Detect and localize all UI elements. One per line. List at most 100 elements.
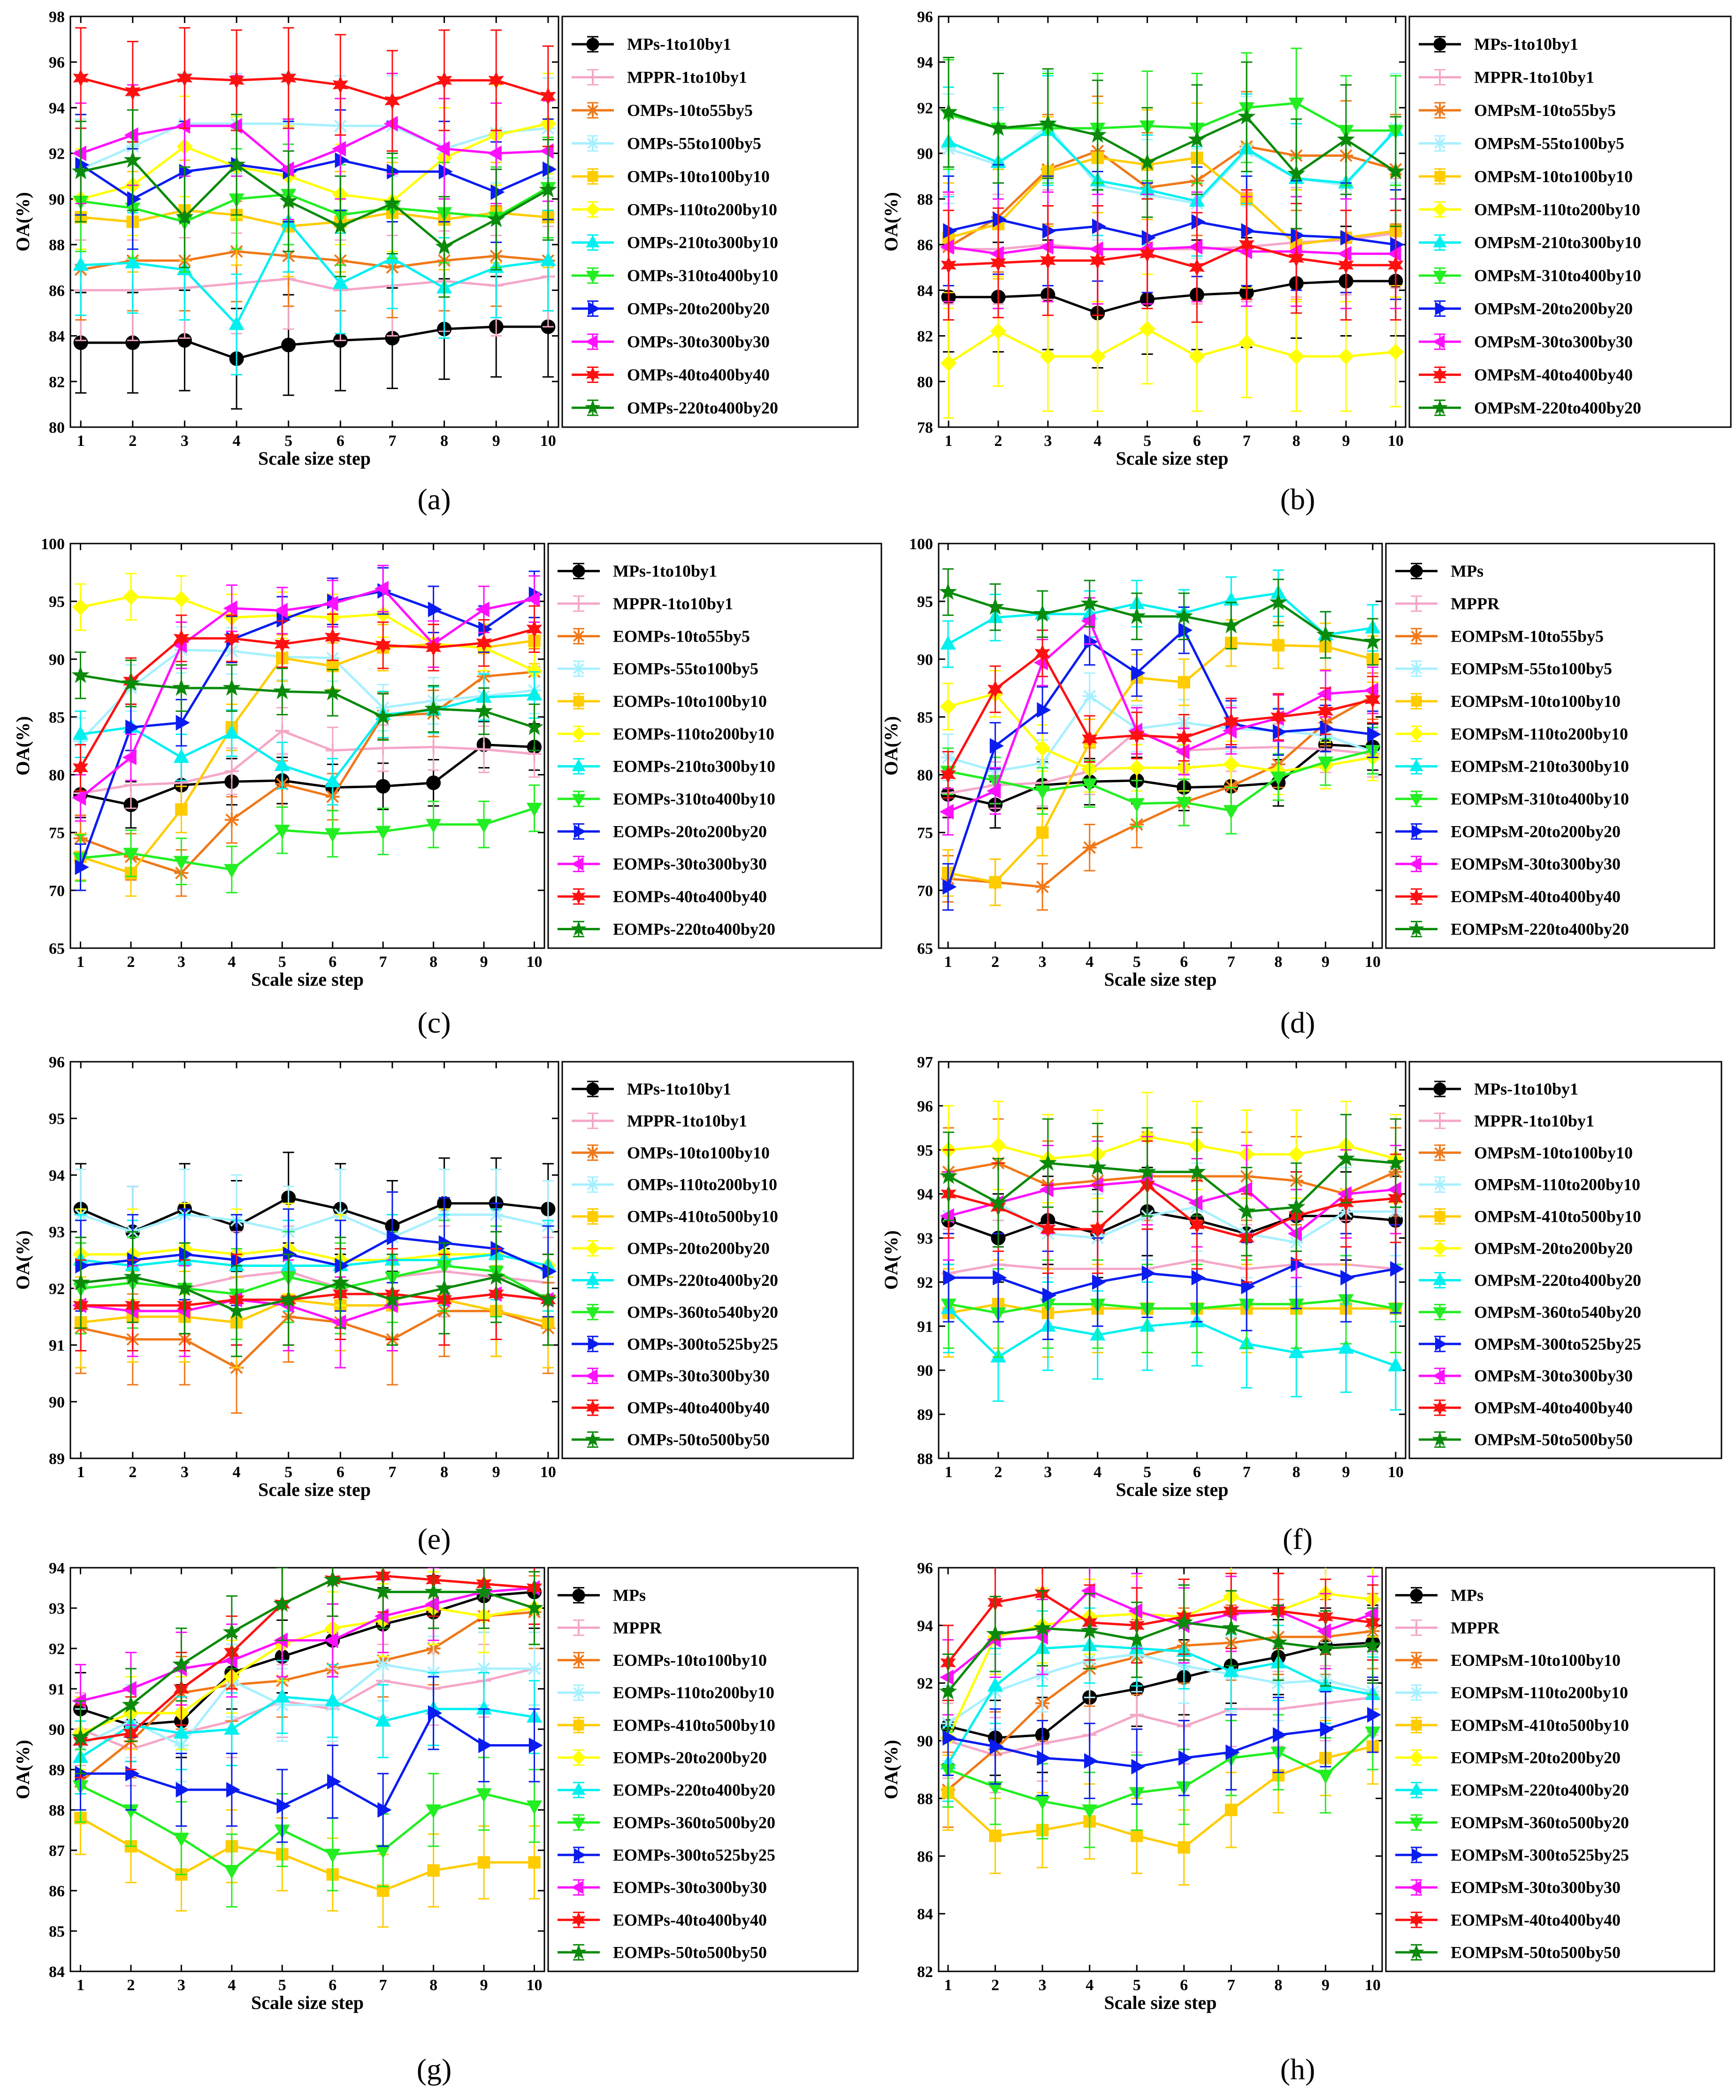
data-point — [1288, 98, 1304, 112]
series-eomps-410to500by10 — [74, 1781, 541, 1928]
series-line — [80, 123, 549, 170]
legend-swatch-marker — [1408, 920, 1424, 936]
legend-swatch-marker — [588, 1337, 601, 1351]
data-point — [990, 1137, 1007, 1154]
x-axis-label: Scale size step — [1116, 448, 1229, 469]
series-line — [948, 1308, 1396, 1367]
legend-box — [1385, 543, 1715, 949]
data-point — [273, 603, 288, 619]
legend-label: OMPsM-10to100by10 — [1474, 1143, 1633, 1162]
data-point — [1338, 348, 1354, 365]
legend-entry-mppr-1to10by1: MPPR-1to10by1 — [572, 1111, 747, 1130]
data-point — [179, 163, 193, 180]
legend-entry-eompsm-50to500by50: EOMPsM-50to500by50 — [1395, 1943, 1621, 1962]
data-point — [1223, 713, 1239, 731]
data-point — [375, 1712, 391, 1727]
data-point — [1338, 1339, 1354, 1354]
data-point — [528, 1737, 543, 1754]
data-point — [1081, 1583, 1095, 1599]
series-ompsm-50to500by50 — [939, 1114, 1405, 1257]
legend-label: OMPs-40to400by40 — [627, 1398, 770, 1417]
chart-panel-a: 80 82 84 86 88 90 92 94 96 98 1 2 3 4 5 6 7 8 9 10 Scale siz… — [12, 8, 859, 516]
data-point — [176, 118, 191, 134]
legend: MPs-1to10by1 MPPR-1to10by1 OMPsM-10to100by… — [1408, 1061, 1722, 1459]
data-point — [224, 864, 240, 878]
legend-entry-ompsm-30to300by30: OMPsM-30to300by30 — [1419, 1366, 1633, 1385]
data-point — [989, 1193, 1008, 1211]
plot-frame — [69, 1061, 559, 1459]
legend-label: OMPsM-40to400by40 — [1474, 1398, 1633, 1417]
legend-label: OMPsM-20to200by20 — [1474, 1239, 1633, 1258]
y-tick-label: 82 — [917, 328, 933, 345]
legend-swatch-marker — [587, 1146, 599, 1159]
data-point — [1291, 228, 1305, 244]
legend-swatch-marker — [571, 1750, 586, 1765]
data-point — [1388, 256, 1404, 275]
y-tick-label: 96 — [49, 1054, 65, 1071]
series-line — [80, 674, 535, 728]
legend-label: EOMPs-30to300by30 — [613, 1878, 767, 1897]
data-point — [526, 620, 543, 638]
data-point — [1223, 756, 1239, 773]
x-tick-label: 5 — [284, 1464, 292, 1481]
data-point — [122, 1695, 140, 1713]
data-point — [526, 1800, 543, 1815]
legend-label: OMPsM-30to300by30 — [1474, 332, 1633, 351]
legend-entry-ompsm-55to100by5: OMPsM-55to100by5 — [1419, 134, 1624, 153]
chart-panel-h: 82 84 86 88 90 92 94 96 1 2 3 4 5 6 7 8 9 10 Scale size st… — [880, 1560, 1715, 2086]
x-tick-label: 7 — [1227, 1977, 1235, 1994]
data-point — [1237, 1202, 1256, 1219]
legend-entry-mps-1to10by1: MPs-1to10by1 — [1419, 35, 1578, 54]
legend-entry-eomps-110to200by10: EOMPs-110to200by10 — [558, 1683, 774, 1702]
legend-label: OMPsM-10to55by5 — [1474, 101, 1616, 120]
x-tick-label: 3 — [1044, 1464, 1052, 1481]
series-eompsm-40to400by40 — [940, 1568, 1381, 1701]
series-line — [948, 328, 1396, 365]
legend-label: MPs — [613, 1586, 646, 1605]
data-point — [274, 635, 290, 653]
y-tick-label: 97 — [917, 1054, 933, 1071]
series-line — [947, 1653, 1373, 1724]
series-line — [80, 186, 549, 223]
x-tick-label: 8 — [1292, 1464, 1300, 1481]
legend-entry-eompsm-10to100by10: EOMPsM-10to100by10 — [1395, 692, 1621, 711]
data-point — [1175, 743, 1190, 759]
y-tick-label: 100 — [41, 536, 65, 553]
x-axis-label: Scale size step — [251, 969, 364, 990]
data-point — [1238, 1181, 1252, 1197]
legend-swatch-marker — [587, 104, 599, 117]
series-line — [947, 651, 1373, 775]
legend-label: OMPs-55to100by5 — [627, 134, 761, 153]
data-point — [332, 275, 348, 289]
legend-entry-mps-1to10by1: MPs-1to10by1 — [1419, 1080, 1578, 1098]
data-point — [1363, 632, 1382, 650]
y-tick-label: 88 — [49, 1802, 65, 1819]
legend-swatch-marker — [573, 662, 585, 675]
series-line — [80, 1276, 549, 1312]
data-point — [1367, 726, 1382, 742]
data-point — [986, 598, 1004, 615]
data-point — [387, 1229, 401, 1245]
legend-label: EOMPs-20to200by20 — [613, 1748, 767, 1767]
legend-swatch-marker — [586, 235, 600, 247]
data-point — [939, 102, 958, 120]
data-point — [476, 634, 492, 652]
y-tick-label: 95 — [917, 593, 933, 611]
data-point — [1139, 321, 1155, 337]
data-point — [125, 83, 141, 101]
legend-swatch-marker — [572, 759, 586, 771]
data-point — [426, 819, 442, 833]
plot-frame — [69, 543, 545, 949]
x-tick-label: 1 — [945, 1464, 953, 1481]
legend-entry-ompsm-110to200by10: OMPsM-110to200by10 — [1419, 200, 1640, 219]
series-ompsm-110to200by10 — [940, 273, 1404, 419]
series-line — [80, 159, 549, 200]
data-point — [1388, 1357, 1404, 1372]
legend-entry-eomps-30to300by30: EOMPs-30to300by30 — [558, 1878, 767, 1897]
data-point — [332, 76, 348, 94]
data-point — [526, 803, 543, 817]
data-point — [176, 69, 193, 87]
series-group — [71, 1151, 558, 1414]
chart-panel-c: 65 70 75 80 85 90 95 100 1 2 3 4 5 6 7 8 9 10 Scale size s… — [12, 536, 882, 1039]
data-point — [383, 1290, 402, 1308]
